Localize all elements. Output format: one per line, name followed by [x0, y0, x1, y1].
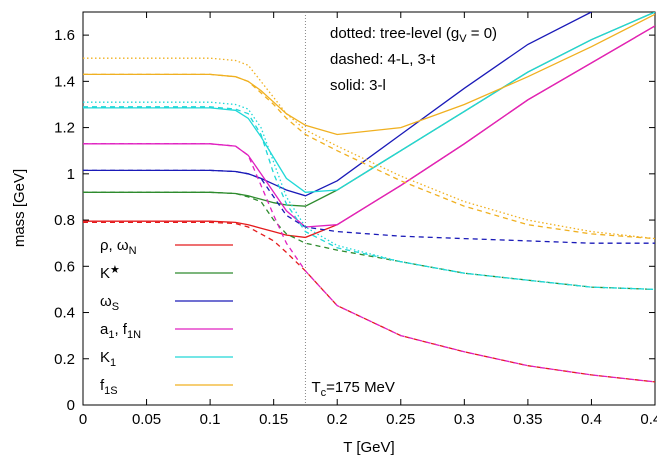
x-tick-label: 0.2 [327, 411, 348, 428]
legend-label: ρ, ωN [100, 237, 137, 257]
x-tick-label: 0.05 [132, 411, 161, 428]
series-line [83, 12, 592, 197]
y-tick-label: 1.6 [54, 27, 75, 44]
legend-label-part: a [100, 321, 109, 338]
tc-label-part: c [321, 387, 327, 399]
legend-label-part: K [100, 265, 110, 282]
series-line [83, 169, 655, 244]
y-tick-label: 1 [67, 166, 75, 183]
x-tick-label: 0.1 [200, 411, 221, 428]
legend-label-part: ω [100, 293, 112, 310]
x-tick-label: 0.45 [640, 411, 657, 428]
note-part: solid: 3-l [330, 77, 386, 94]
note: dotted: tree-level (gV = 0) [330, 25, 497, 45]
note-part: dashed: 4-L, 3-t [330, 51, 436, 68]
x-tick-label: 0 [79, 411, 87, 428]
note-part: = 0) [467, 25, 497, 42]
y-tick-label: 0.4 [54, 305, 75, 322]
y-tick-label: 0.6 [54, 258, 75, 275]
note-part: V [459, 33, 467, 45]
legend-label-part: , f [114, 321, 127, 338]
legend-label-part: S [112, 301, 119, 313]
legend-label: f1S [100, 377, 118, 397]
series-line [83, 221, 655, 383]
legend-label-part: 1 [110, 357, 116, 369]
legend-label-part: 1 [108, 329, 114, 341]
legend-label: ωS [100, 293, 119, 313]
note: solid: 3-l [330, 77, 386, 94]
x-tick-label: 0.25 [386, 411, 415, 428]
legend-label: K1 [100, 349, 116, 369]
tc-label: Tc=175 MeV [311, 379, 394, 399]
legend-label-part: 1S [104, 385, 117, 397]
y-tick-label: 1.2 [54, 120, 75, 137]
tc-label-part: =175 MeV [326, 379, 395, 396]
y-tick-label: 0 [67, 397, 75, 414]
tc-label-part: T [311, 379, 320, 396]
legend-label-part: N [129, 245, 137, 257]
legend-label-part: ★ [110, 264, 120, 276]
x-tick-label: 0.3 [454, 411, 475, 428]
note-part: dotted: tree-level (g [330, 25, 459, 42]
series-line [83, 191, 655, 291]
series-line [83, 101, 655, 291]
legend-label: a1, f1N [100, 321, 141, 341]
x-axis-label: T [GeV] [343, 439, 394, 456]
series-line [83, 106, 655, 291]
y-tick-label: 1.4 [54, 73, 75, 90]
y-tick-label: 0.8 [54, 212, 75, 229]
legend-label-part: 1N [127, 329, 141, 341]
plot-frame [82, 11, 656, 406]
y-tick-label: 0.2 [54, 351, 75, 368]
series-line [83, 73, 655, 240]
y-axis-label: mass [GeV] [11, 169, 28, 247]
legend-label-part: f [100, 377, 105, 394]
x-tick-label: 0.35 [513, 411, 542, 428]
legend-label-part: K [100, 349, 110, 366]
series-line [83, 12, 655, 193]
series-line [83, 143, 655, 383]
x-tick-label: 0.15 [259, 411, 288, 428]
note: dashed: 4-L, 3-t [330, 51, 436, 68]
x-tick-label: 0.4 [581, 411, 602, 428]
legend-label-part: ρ, ω [100, 237, 129, 254]
legend-label: K★ [100, 264, 120, 282]
